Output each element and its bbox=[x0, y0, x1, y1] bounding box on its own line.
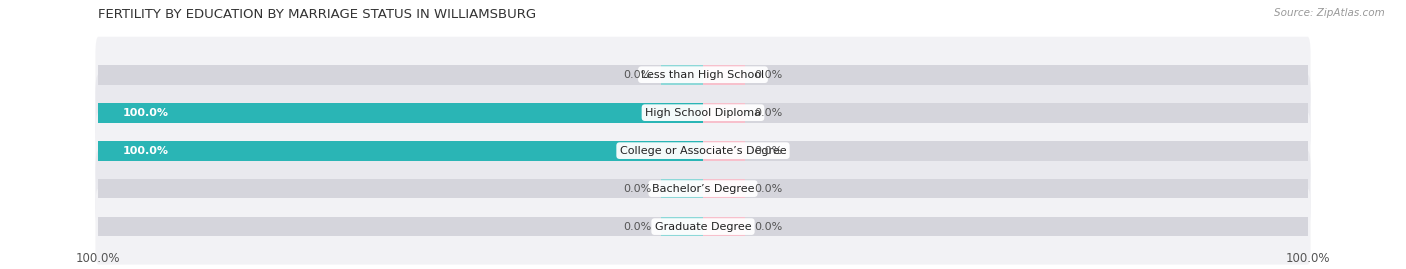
Text: High School Diploma: High School Diploma bbox=[645, 108, 761, 118]
Bar bbox=[703, 103, 745, 123]
Bar bbox=[703, 65, 1308, 84]
Text: 0.0%: 0.0% bbox=[623, 70, 651, 80]
Text: Less than High School: Less than High School bbox=[641, 70, 765, 80]
Text: Graduate Degree: Graduate Degree bbox=[655, 222, 751, 232]
Text: College or Associate’s Degree: College or Associate’s Degree bbox=[620, 146, 786, 156]
FancyBboxPatch shape bbox=[96, 113, 1310, 189]
Bar bbox=[703, 179, 1308, 199]
Text: Source: ZipAtlas.com: Source: ZipAtlas.com bbox=[1274, 8, 1385, 18]
Bar bbox=[703, 217, 745, 236]
Bar bbox=[98, 141, 703, 161]
FancyBboxPatch shape bbox=[96, 189, 1310, 265]
Bar bbox=[98, 65, 703, 84]
Text: 100.0%: 100.0% bbox=[122, 146, 169, 156]
FancyBboxPatch shape bbox=[96, 37, 1310, 113]
FancyBboxPatch shape bbox=[96, 75, 1310, 151]
Text: 0.0%: 0.0% bbox=[623, 222, 651, 232]
Bar bbox=[98, 141, 703, 161]
Text: 0.0%: 0.0% bbox=[755, 222, 783, 232]
Text: 0.0%: 0.0% bbox=[755, 184, 783, 194]
Text: 0.0%: 0.0% bbox=[755, 70, 783, 80]
FancyBboxPatch shape bbox=[96, 151, 1310, 226]
Text: 0.0%: 0.0% bbox=[623, 184, 651, 194]
Bar bbox=[703, 179, 745, 199]
Text: Bachelor’s Degree: Bachelor’s Degree bbox=[652, 184, 754, 194]
Bar bbox=[98, 103, 703, 123]
Text: 0.0%: 0.0% bbox=[755, 146, 783, 156]
Bar bbox=[703, 103, 1308, 123]
Text: FERTILITY BY EDUCATION BY MARRIAGE STATUS IN WILLIAMSBURG: FERTILITY BY EDUCATION BY MARRIAGE STATU… bbox=[98, 8, 537, 21]
Text: 0.0%: 0.0% bbox=[755, 108, 783, 118]
Bar bbox=[703, 141, 745, 161]
Bar bbox=[661, 65, 703, 84]
Text: 100.0%: 100.0% bbox=[122, 108, 169, 118]
Bar bbox=[98, 103, 703, 123]
Bar bbox=[703, 65, 745, 84]
Bar bbox=[98, 217, 703, 236]
Bar bbox=[661, 179, 703, 199]
Bar bbox=[98, 179, 703, 199]
Bar bbox=[703, 217, 1308, 236]
Bar bbox=[661, 217, 703, 236]
Bar bbox=[703, 141, 1308, 161]
